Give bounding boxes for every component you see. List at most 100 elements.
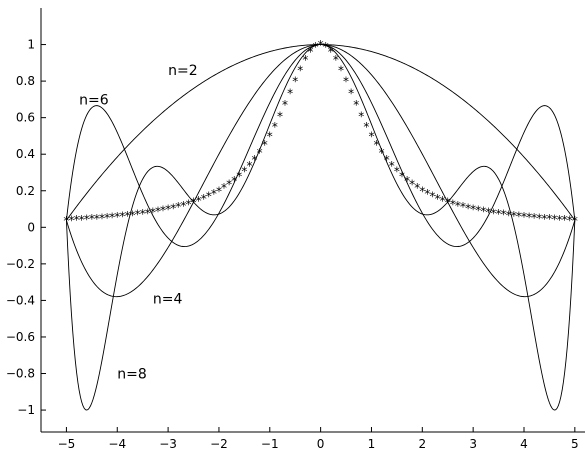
function-point: * (63, 214, 70, 228)
x-tick-label: 4 (520, 437, 528, 451)
function-point: * (180, 199, 187, 213)
x-tick-label: 1 (368, 437, 376, 451)
function-point: * (114, 210, 121, 224)
function-point: * (373, 138, 380, 152)
function-point: * (434, 192, 441, 206)
function-point: * (358, 109, 365, 123)
annotation-n-2: n=2 (168, 63, 198, 79)
x-tick-label: −5 (58, 437, 76, 451)
x-tick-label: 0 (317, 437, 325, 451)
function-point: * (490, 206, 497, 220)
function-point: * (164, 203, 171, 217)
function-point: * (424, 187, 431, 201)
function-point: * (220, 181, 227, 195)
function-point: * (520, 210, 527, 224)
function-point: * (536, 211, 543, 225)
function-point: * (317, 38, 324, 52)
curve-n-8 (65, 44, 576, 411)
function-point: * (98, 211, 105, 225)
function-point: * (353, 98, 360, 112)
function-point: * (292, 75, 299, 89)
function-point: * (109, 211, 116, 225)
function-point: * (531, 211, 538, 225)
x-tick-label: −2 (210, 437, 228, 451)
curve-n-4 (65, 44, 576, 298)
function-point: * (480, 205, 487, 219)
function-point: * (236, 169, 243, 183)
function-point: * (388, 159, 395, 173)
function-point: * (546, 212, 553, 226)
y-tick-label: 1 (27, 38, 35, 52)
function-point: * (571, 214, 578, 228)
function-point: * (129, 208, 136, 222)
function-point: * (241, 165, 248, 179)
y-tick-label: −1 (17, 403, 35, 417)
function-point: * (195, 194, 202, 208)
function-point: * (205, 190, 212, 204)
function-point: * (175, 200, 182, 214)
function-point: * (251, 153, 258, 167)
function-point: * (200, 192, 207, 206)
function-point: * (134, 208, 141, 222)
function-point: * (159, 204, 166, 218)
function-point: * (515, 210, 522, 224)
function-point: * (556, 213, 563, 227)
function-point: * (525, 211, 532, 225)
function-point: * (459, 200, 466, 214)
function-point: * (439, 194, 446, 208)
function-point: * (327, 45, 334, 59)
function-point: * (215, 184, 222, 198)
ticks: −5 −4 −3 −2 −1 0 1 2 3 4 5 −1 −0.8 −0.6 −0.4 −0.2 0 0.2 0.… (6, 38, 579, 451)
function-point: * (210, 187, 217, 201)
function-point: * (88, 212, 95, 226)
function-point: * (302, 53, 309, 67)
y-tick-label: −0.4 (6, 293, 35, 307)
function-point: * (378, 146, 385, 160)
function-point: * (383, 153, 390, 167)
function-point: * (414, 181, 421, 195)
function-point: * (363, 120, 370, 134)
annotation-n-6: n=6 (79, 92, 109, 108)
function-point: * (510, 209, 517, 223)
function-point: * (348, 86, 355, 100)
function-point: * (464, 201, 471, 215)
function-point: * (403, 174, 410, 188)
annotation-n-8: n=8 (117, 367, 147, 383)
function-point: * (225, 178, 232, 192)
function-point: * (429, 190, 436, 204)
function-point: * (470, 203, 477, 217)
function-point: * (119, 210, 126, 224)
function-point: * (144, 206, 151, 220)
function-point: * (475, 204, 482, 218)
function-point: * (307, 45, 314, 59)
function-point: * (185, 197, 192, 211)
function-point: * (332, 53, 339, 67)
function-point: * (419, 184, 426, 198)
y-tick-label: −0.8 (6, 367, 35, 381)
axes (40, 8, 585, 433)
function-point: * (78, 213, 85, 227)
function-point: * (287, 86, 294, 100)
annotation-n-4: n=4 (153, 292, 183, 308)
y-tick-label: −0.2 (6, 257, 35, 271)
x-tick-label: 3 (469, 437, 477, 451)
function-point: * (246, 159, 253, 173)
function-point: * (256, 146, 263, 160)
function-point: * (297, 63, 304, 77)
function-point: * (485, 205, 492, 219)
function-point: * (276, 109, 283, 123)
function-point: * (337, 63, 344, 77)
x-tick-label: 2 (418, 437, 426, 451)
function-point: * (495, 207, 502, 221)
function-point: * (541, 212, 548, 226)
function-point: * (271, 120, 278, 134)
function-point: * (561, 213, 568, 227)
x-tick-label: −1 (261, 437, 279, 451)
function-point: * (93, 212, 100, 226)
function-point: * (231, 174, 238, 188)
function-point: * (454, 199, 461, 213)
x-tick-label: 5 (571, 437, 579, 451)
function-point: * (449, 197, 456, 211)
function-point: * (409, 178, 416, 192)
